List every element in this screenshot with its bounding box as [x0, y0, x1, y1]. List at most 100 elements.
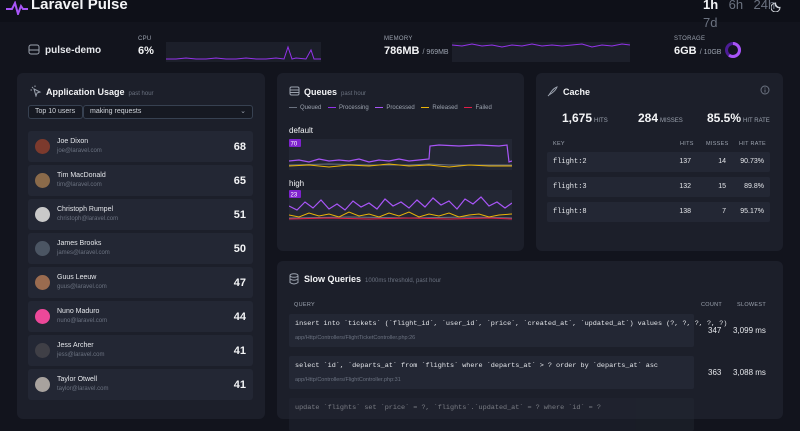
slow-queries-title: Slow Queries 1000ms threshold, past hour [304, 274, 442, 284]
cache-col-key: KEY [553, 141, 565, 147]
memory-label: MEMORY [384, 36, 413, 42]
legend-released: Released [421, 105, 458, 111]
queues-title: Queues past hour [304, 87, 367, 97]
legend-failed: Failed [464, 105, 492, 111]
user-email: taylor@laravel.com [57, 386, 109, 392]
app-title: Laravel Pulse [31, 0, 128, 13]
user-row[interactable]: Joe Dixon joe@laravel.com 68 [28, 131, 253, 162]
user-name: James Brooks [57, 240, 102, 247]
cache-hit-rate-stat: 85.5% HIT RATE [707, 111, 770, 125]
cache-col-misses: MISSES [706, 141, 729, 147]
user-request-count: 51 [233, 209, 246, 221]
query-sql: insert into `tickets` (`flight_id`, `use… [295, 320, 728, 328]
legend-processing: Processing [328, 105, 369, 111]
legend-queued: Queued [289, 105, 321, 111]
avatar [35, 275, 50, 290]
cache-hit-rate: 89.8% [744, 183, 764, 190]
cache-key: flight:8 [553, 208, 587, 216]
user-request-count: 41 [233, 379, 246, 391]
queue-stack-icon [289, 86, 300, 96]
theme-toggle-moon-icon[interactable] [771, 0, 783, 12]
user-email: guus@laravel.com [57, 284, 107, 290]
queries-col-count: COUNT [701, 302, 723, 308]
legend-processed: Processed [375, 105, 415, 111]
avatar [35, 241, 50, 256]
user-request-count: 47 [233, 277, 246, 289]
slow-query-row: update `flights` set `price` = ?, `fligh… [289, 398, 694, 431]
server-icon [28, 44, 40, 55]
user-request-count: 65 [233, 175, 246, 187]
user-email: christoph@laravel.com [57, 216, 119, 222]
cache-key: flight:3 [553, 183, 587, 191]
user-row[interactable]: Christoph Rumpel christoph@laravel.com 51 [28, 199, 253, 230]
queues-legend: Queued Processing Processed Released Fai… [289, 105, 492, 111]
user-row[interactable]: Guus Leeuw guus@laravel.com 47 [28, 267, 253, 298]
period-7d[interactable]: 7d [703, 15, 718, 30]
storage-value: 6GB / 10GB [674, 45, 722, 57]
user-row[interactable]: Tim MacDonald tim@laravel.com 65 [28, 165, 253, 196]
cache-misses: 15 [718, 183, 726, 190]
query-count: 347 [708, 326, 722, 335]
cache-title: Cache [563, 87, 591, 97]
memory-value: 786MB / 969MB [384, 45, 449, 57]
user-name: Tim MacDonald [57, 172, 106, 179]
user-request-count: 41 [233, 345, 246, 357]
info-icon[interactable] [760, 85, 770, 95]
top-bar: Laravel Pulse 1h 6h 24h 7d [0, 0, 800, 30]
query-slowest: 3,088 ms [733, 368, 766, 377]
queue-high-label: high [289, 179, 305, 188]
query-sql: update `flights` set `price` = ?, `fligh… [295, 404, 601, 412]
usage-limit-select[interactable]: Top 10 users [28, 105, 83, 119]
user-name: Joe Dixon [57, 138, 89, 145]
queue-high-badge: 23 [291, 192, 298, 198]
avatar [35, 139, 50, 154]
cache-hits: 138 [679, 208, 691, 215]
cache-row: flight:2 137 14 90.73% [547, 152, 770, 172]
cursor-click-icon [30, 85, 42, 97]
storage-label: STORAGE [674, 36, 706, 42]
avatar [35, 207, 50, 222]
memory-sparkline [452, 42, 630, 62]
user-name: Jess Archer [57, 342, 94, 349]
avatar [35, 377, 50, 392]
cpu-label: CPU [138, 36, 152, 42]
period-6h[interactable]: 6h [728, 0, 744, 12]
server-name: pulse-demo [45, 45, 102, 56]
queue-high-chart: 23 [289, 190, 512, 221]
cache-misses: 14 [718, 158, 726, 165]
user-request-count: 68 [233, 141, 246, 153]
usage-type-select[interactable]: making requests ⌄ [83, 105, 253, 119]
period-24h[interactable]: 24h [753, 0, 776, 12]
chevron-down-icon: ⌄ [240, 108, 246, 115]
user-row[interactable]: Taylor Otwell taylor@laravel.com 41 [28, 369, 253, 400]
usage-title: Application Usage past hour [46, 87, 154, 97]
cpu-value: 6% [138, 45, 154, 57]
cache-hits: 137 [679, 158, 691, 165]
user-email: tim@laravel.com [57, 182, 102, 188]
query-slowest: 3,099 ms [733, 326, 766, 335]
query-sql: select `id`, `departs_at` from `flights`… [295, 362, 659, 370]
queries-col-slowest: SLOWEST [737, 302, 766, 308]
user-row[interactable]: James Brooks james@laravel.com 50 [28, 233, 253, 264]
storage-donut [725, 42, 741, 58]
user-row[interactable]: Nuno Maduro nuno@laravel.com 44 [28, 301, 253, 332]
cache-hit-rate: 95.17% [740, 208, 764, 215]
cache-col-hits: HITS [680, 141, 694, 147]
cache-misses-stat: 284 MISSES [638, 111, 683, 125]
period-1h[interactable]: 1h [703, 0, 719, 12]
queue-default-label: default [289, 126, 314, 135]
user-name: Guus Leeuw [57, 274, 97, 281]
cache-hits-stat: 1,675 HITS [562, 111, 608, 125]
avatar [35, 309, 50, 324]
slow-query-row: select `id`, `departs_at` from `flights`… [289, 356, 694, 389]
avatar [35, 343, 50, 358]
cache-col-hit-rate: HIT RATE [739, 141, 766, 147]
user-row[interactable]: Jess Archer jess@laravel.com 41 [28, 335, 253, 366]
user-email: james@laravel.com [57, 250, 110, 256]
user-request-count: 44 [233, 311, 246, 323]
user-email: joe@laravel.com [57, 148, 102, 154]
slow-query-row: insert into `tickets` (`flight_id`, `use… [289, 314, 727, 347]
query-count: 363 [708, 368, 722, 377]
avatar [35, 173, 50, 188]
pulse-logo-icon [6, 1, 28, 15]
